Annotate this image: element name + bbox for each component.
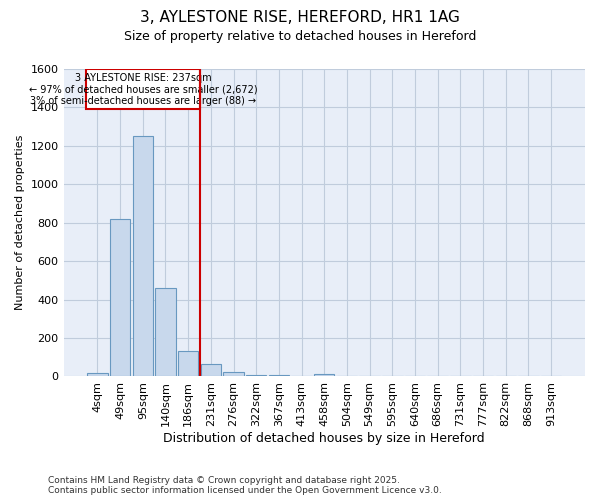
Text: 3% of semi-detached houses are larger (88) →: 3% of semi-detached houses are larger (8… xyxy=(30,96,256,106)
Bar xyxy=(155,288,176,376)
Bar xyxy=(200,364,221,376)
Text: Size of property relative to detached houses in Hereford: Size of property relative to detached ho… xyxy=(124,30,476,43)
Text: 3, AYLESTONE RISE, HEREFORD, HR1 1AG: 3, AYLESTONE RISE, HEREFORD, HR1 1AG xyxy=(140,10,460,25)
Text: Contains HM Land Registry data © Crown copyright and database right 2025.
Contai: Contains HM Land Registry data © Crown c… xyxy=(48,476,442,495)
Y-axis label: Number of detached properties: Number of detached properties xyxy=(15,135,25,310)
Bar xyxy=(178,352,199,376)
Bar xyxy=(223,372,244,376)
Bar xyxy=(246,374,266,376)
Text: 3 AYLESTONE RISE: 237sqm: 3 AYLESTONE RISE: 237sqm xyxy=(74,73,211,83)
Bar xyxy=(110,219,130,376)
Bar xyxy=(87,372,107,376)
Bar xyxy=(86,69,200,110)
X-axis label: Distribution of detached houses by size in Hereford: Distribution of detached houses by size … xyxy=(163,432,485,445)
Text: ← 97% of detached houses are smaller (2,672): ← 97% of detached houses are smaller (2,… xyxy=(29,84,257,94)
Bar xyxy=(314,374,334,376)
Bar xyxy=(133,136,153,376)
